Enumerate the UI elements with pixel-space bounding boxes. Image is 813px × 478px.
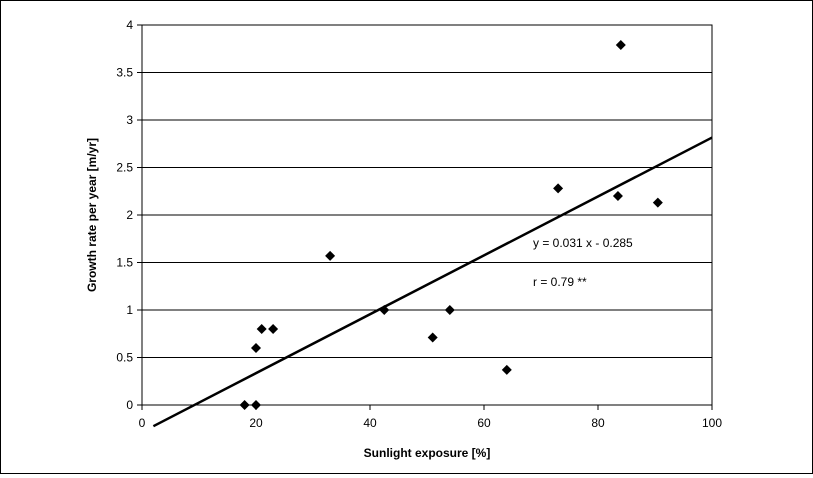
y-tick-label: 4 [126, 18, 133, 32]
data-point [444, 305, 455, 315]
equation-annotation: y = 0.031 x - 0.285 [533, 236, 633, 250]
data-point [239, 400, 250, 410]
data-point [615, 39, 626, 50]
correlation-annotation: r = 0.79 ** [533, 275, 587, 289]
y-tick-label: 3 [126, 113, 133, 127]
data-point [612, 191, 623, 201]
data-point [553, 183, 564, 194]
y-tick-label: 1.5 [116, 256, 133, 270]
y-tick-label: 0.5 [116, 351, 133, 365]
x-tick-label: 60 [477, 416, 491, 430]
x-tick-labels: 0 20 40 60 80 100 [139, 416, 723, 430]
data-point [256, 324, 267, 334]
x-axis-title: Sunlight exposure [%] [364, 446, 491, 460]
data-point [379, 305, 390, 315]
data-point [652, 197, 663, 208]
data-point [325, 250, 336, 261]
x-tick-label: 40 [363, 416, 377, 430]
y-axis-title: Growth rate per year [m/yr] [85, 138, 99, 292]
data-points [239, 39, 663, 410]
data-point [501, 364, 512, 375]
y-tick-label: 1 [126, 303, 133, 317]
trendline-group [152, 136, 713, 428]
gridlines [137, 24, 713, 410]
y-tick-label: 2.5 [116, 161, 133, 175]
data-point [427, 332, 438, 343]
y-tick-label: 2 [126, 208, 133, 222]
x-tick-label: 80 [591, 416, 605, 430]
data-point [268, 324, 279, 334]
y-tick-label: 0 [126, 398, 133, 412]
y-tick-labels: 0 0.5 1 1.5 2 2.5 3 3.5 4 [116, 18, 133, 412]
data-point [251, 400, 261, 410]
x-tick-label: 100 [702, 416, 722, 430]
y-tick-label: 3.5 [116, 66, 133, 80]
x-tick-label: 0 [139, 416, 146, 430]
data-point [251, 343, 261, 353]
x-tick-label: 20 [249, 416, 263, 430]
trendline [152, 136, 713, 428]
